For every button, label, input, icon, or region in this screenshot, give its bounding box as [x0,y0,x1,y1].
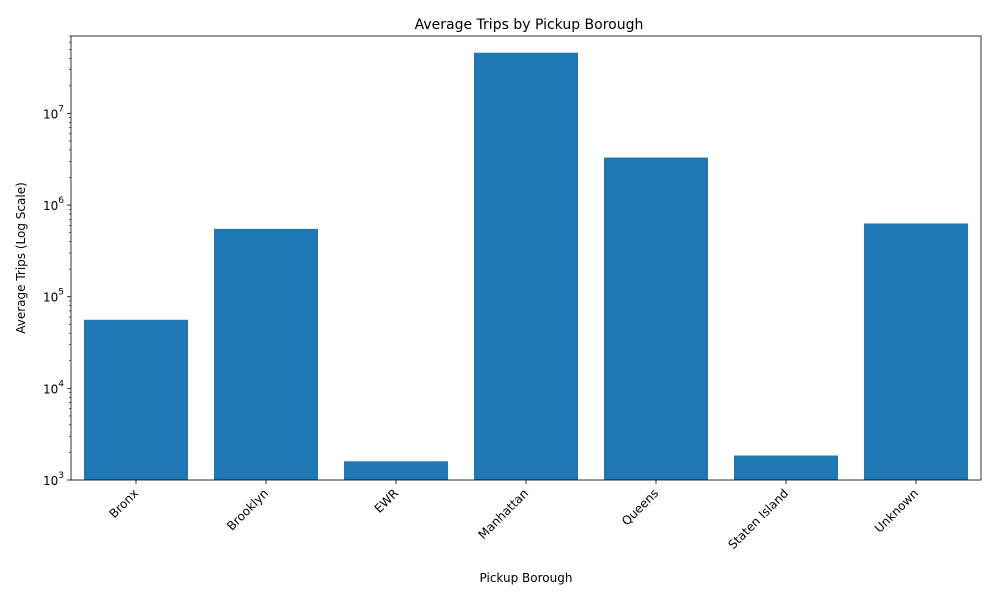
chart-title: Average Trips by Pickup Borough [415,17,644,33]
x-tick-label: Staten Island [725,486,791,552]
y-axis-title: Average Trips (Log Scale) [14,182,28,334]
y-tick-label: 104 [43,379,64,396]
x-tick-label: Bronx [107,486,142,521]
bar-unknown [864,223,968,480]
x-tick-label: Brooklyn [224,486,271,533]
y-tick-base: 10 [43,382,58,396]
bar-brooklyn [214,228,318,480]
y-tick-base: 10 [43,291,58,305]
y-tick-label: 106 [43,196,64,213]
y-tick-base: 10 [43,107,58,121]
x-tick-label: Unknown [872,486,921,535]
y-tick-exponent: 3 [58,471,64,481]
x-axis-title: Pickup Borough [480,571,573,585]
bar-ewr [344,461,448,480]
plot-frame [70,35,982,481]
bar-bronx [84,319,188,480]
x-tick-label: Queens [619,486,661,528]
y-tick-exponent: 6 [58,196,64,206]
y-tick-label: 107 [43,104,64,121]
y-tick-base: 10 [43,474,58,488]
y-tick-exponent: 5 [58,288,64,298]
y-tick-label: 103 [43,471,64,488]
y-tick-label: 105 [43,288,64,305]
bar-queens [604,157,708,480]
y-tick-exponent: 4 [58,379,64,389]
bar-manhattan [474,52,578,481]
x-tick-label: EWR [372,486,402,516]
y-tick-exponent: 7 [58,104,64,114]
bar-staten-island [734,455,838,480]
x-tick-label: Manhattan [476,486,532,542]
y-tick-base: 10 [43,199,58,213]
